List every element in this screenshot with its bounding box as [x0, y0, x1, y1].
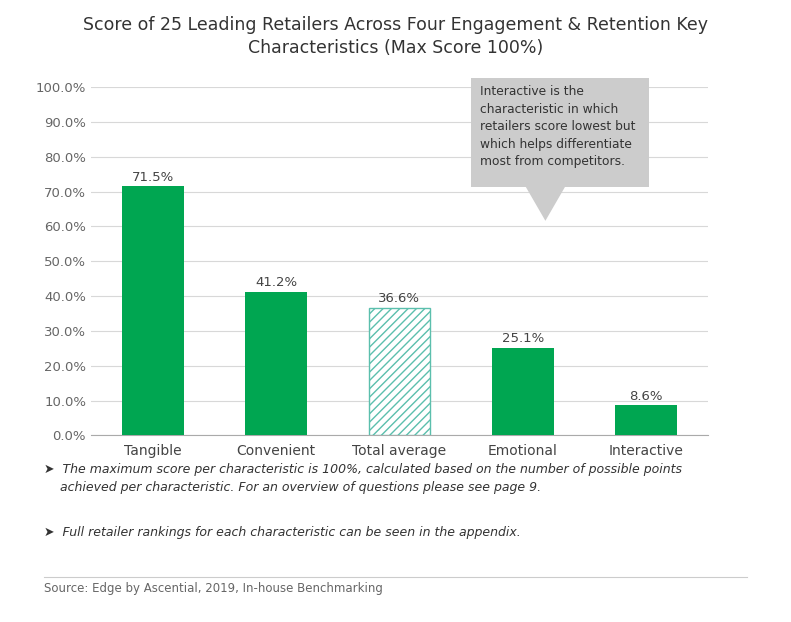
- Text: Source: Edge by Ascential, 2019, In-house Benchmarking: Source: Edge by Ascential, 2019, In-hous…: [44, 582, 382, 595]
- Text: 36.6%: 36.6%: [378, 292, 421, 305]
- Text: 8.6%: 8.6%: [630, 389, 663, 402]
- Text: 71.5%: 71.5%: [131, 170, 174, 183]
- Text: Interactive is the
characteristic in which
retailers score lowest but
which help: Interactive is the characteristic in whi…: [480, 85, 636, 168]
- Text: 41.2%: 41.2%: [255, 276, 297, 289]
- Bar: [492, 348, 554, 435]
- Text: ➤  The maximum score per characteristic is 100%, calculated based on the number : ➤ The maximum score per characteristic i…: [44, 463, 682, 494]
- Bar: [615, 406, 677, 435]
- Bar: [122, 187, 184, 435]
- Text: 25.1%: 25.1%: [501, 332, 544, 345]
- Text: Score of 25 Leading Retailers Across Four Engagement & Retention Key
Characteris: Score of 25 Leading Retailers Across Fou…: [83, 16, 708, 57]
- Bar: [369, 308, 430, 435]
- Bar: [245, 292, 307, 435]
- Text: ➤  Full retailer rankings for each characteristic can be seen in the appendix.: ➤ Full retailer rankings for each charac…: [44, 526, 520, 539]
